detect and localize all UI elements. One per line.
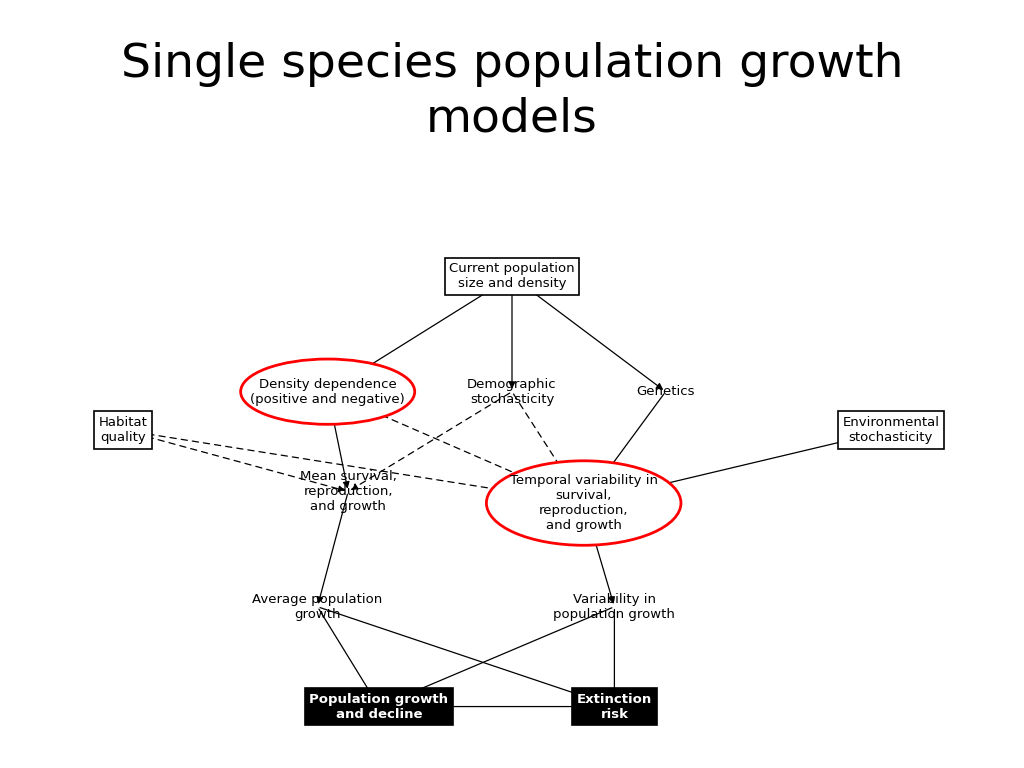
Text: Genetics: Genetics	[636, 386, 695, 398]
Text: Average population
growth: Average population growth	[252, 593, 383, 621]
Text: models: models	[426, 96, 598, 141]
Text: Variability in
population growth: Variability in population growth	[553, 593, 676, 621]
Text: Current population
size and density: Current population size and density	[450, 263, 574, 290]
Text: Environmental
stochasticity: Environmental stochasticity	[843, 416, 939, 444]
Ellipse shape	[241, 359, 415, 424]
Text: Population growth
and decline: Population growth and decline	[309, 693, 449, 720]
Text: Habitat
quality: Habitat quality	[98, 416, 147, 444]
Text: Density dependence
(positive and negative): Density dependence (positive and negativ…	[250, 378, 406, 406]
Text: Extinction
risk: Extinction risk	[577, 693, 652, 720]
Text: Demographic
stochasticity: Demographic stochasticity	[467, 378, 557, 406]
Text: Mean survival,
reproduction,
and growth: Mean survival, reproduction, and growth	[300, 470, 396, 513]
Text: Single species population growth: Single species population growth	[121, 42, 903, 88]
Ellipse shape	[486, 461, 681, 545]
Text: Temporal variability in
survival,
reproduction,
and growth: Temporal variability in survival, reprod…	[510, 474, 657, 532]
